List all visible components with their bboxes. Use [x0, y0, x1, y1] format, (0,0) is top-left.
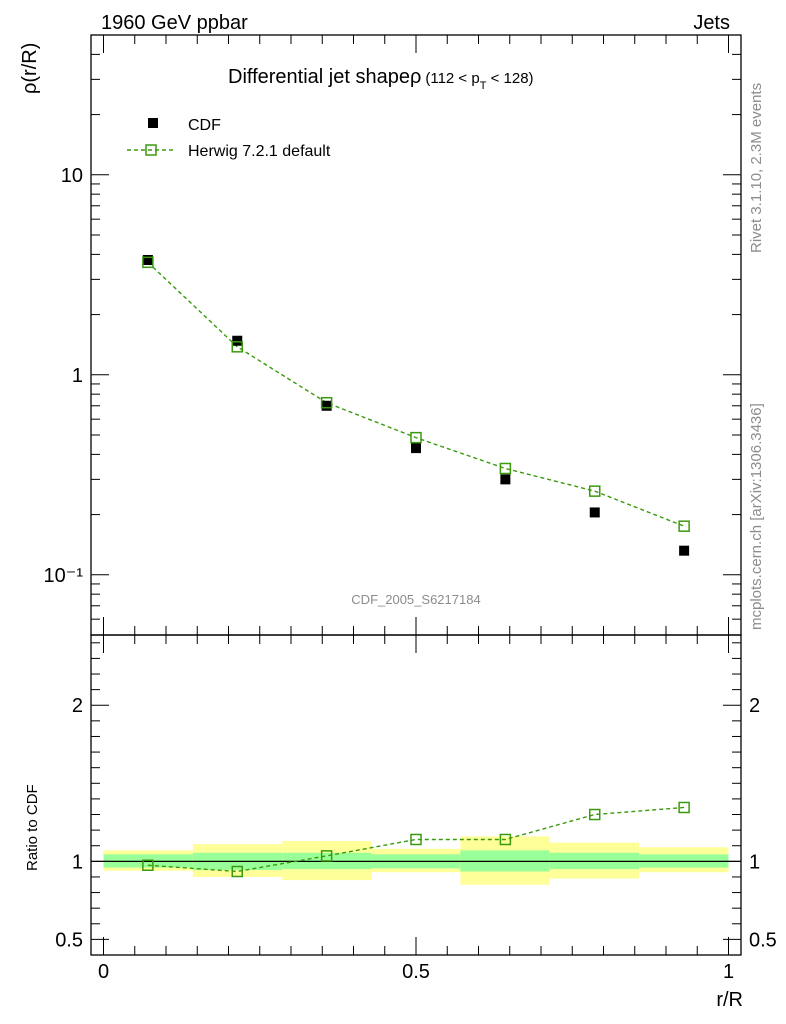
legend-cdf-marker [148, 118, 158, 128]
cdf-point [679, 545, 690, 556]
plot-title: Differential jet shapeρ (112 < pT < 128) [228, 66, 534, 92]
herwig-point [499, 462, 512, 475]
tick-labels: 10⁻¹ 1 10 0.5 0.5 1 1 2 2 0 0.5 1 [44, 165, 777, 983]
ratio-ytick-label-left: 0.5 [55, 929, 83, 951]
cdf-point [232, 335, 243, 346]
plot-title-sub-prefix: (112 < p [425, 70, 479, 87]
cdf-point [500, 474, 511, 485]
main-ytick-label: 10 [61, 165, 83, 187]
ratio-frame [90, 634, 742, 956]
ratio-ytick-label-left: 2 [72, 695, 83, 717]
herwig-ratio-point [410, 833, 422, 846]
plot-title-sub: (112 < pT < 128) [425, 70, 533, 92]
herwig-point [678, 520, 690, 532]
ratio-ytick-label-right: 0.5 [749, 929, 777, 951]
xlabel: r/R [716, 989, 743, 1011]
herwig-line [147, 261, 685, 527]
xtick-label: 0 [98, 961, 109, 983]
legend-herwig-marker [145, 144, 157, 156]
xtick-label: 1 [723, 961, 734, 983]
herwig-ratio-point [678, 801, 690, 814]
herwig-point [142, 256, 154, 269]
ratio-ytick-label-right: 1 [749, 851, 760, 873]
ratio-ylabel: Ratio to CDF [24, 784, 41, 871]
energy-label: 1960 GeV ppbar [101, 12, 248, 34]
ratio-ytick-label-left: 1 [72, 851, 83, 873]
axes [90, 34, 742, 956]
herwig-ratio-point [231, 865, 243, 878]
ratio-uncertainty-bands [103, 836, 729, 885]
herwig-point [589, 485, 601, 497]
cdf-point [142, 254, 153, 265]
ratio-ytick-label-right: 2 [749, 695, 760, 717]
main-ytick-label: 1 [72, 365, 83, 387]
ratio-series [142, 801, 690, 878]
legend-cdf-label: CDF [188, 117, 221, 134]
legend: CDF Herwig 7.2.1 default [127, 117, 331, 160]
herwig-ratio-point [589, 808, 601, 821]
cdf-point [589, 507, 600, 518]
mcplots-info: mcplots.cern.ch [arXiv:1306.3436] [748, 403, 765, 630]
plot-title-main: Differential jet shapeρ [228, 66, 421, 88]
cdf-point [321, 400, 332, 411]
herwig-point [231, 341, 243, 353]
cdf-point [411, 443, 421, 454]
herwig-point [320, 396, 333, 409]
analysis-tag: CDF_2005_S6217184 [351, 592, 480, 607]
plot-title-sub-suffix: < 128) [486, 70, 533, 87]
xtick-label: 0.5 [402, 961, 430, 983]
process-label: Jets [693, 12, 730, 34]
main-ytick-label: 10⁻¹ [44, 565, 84, 587]
plot-title-sub-index: T [480, 80, 487, 92]
herwig-ratio-point [320, 850, 333, 862]
herwig-ratio-point [499, 833, 512, 846]
legend-herwig-label: Herwig 7.2.1 default [188, 143, 331, 160]
herwig-ratio-point [142, 859, 154, 871]
rivet-info: Rivet 3.1.10, 2.3M events [748, 83, 765, 253]
main-ylabel: ρ(r/R) [19, 43, 41, 94]
main-series [142, 254, 690, 556]
herwig-point [410, 431, 422, 444]
